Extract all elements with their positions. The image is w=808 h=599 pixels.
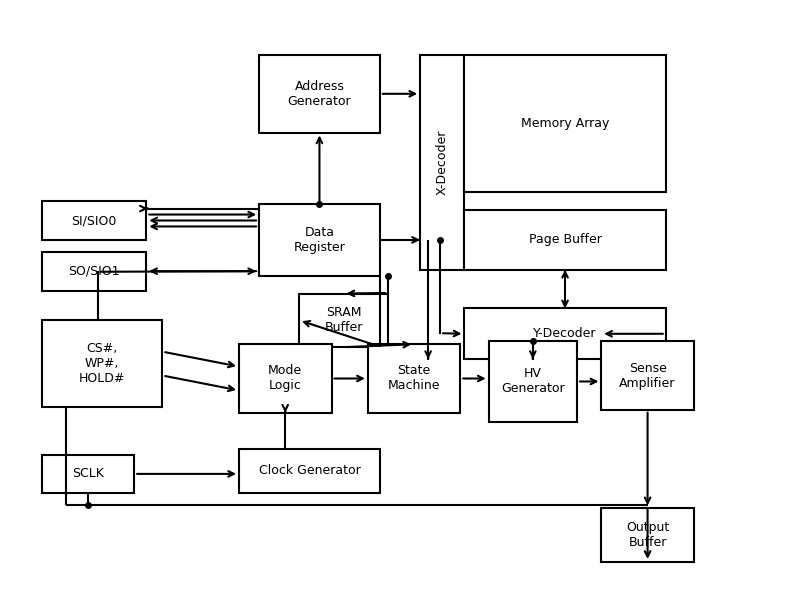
Bar bbox=[489, 341, 577, 422]
Bar bbox=[465, 55, 666, 192]
Text: HV
Generator: HV Generator bbox=[501, 367, 565, 395]
Text: Address
Generator: Address Generator bbox=[288, 80, 351, 108]
Text: CS#,
WP#,
HOLD#: CS#, WP#, HOLD# bbox=[79, 342, 125, 385]
Bar bbox=[239, 344, 331, 413]
Bar bbox=[259, 204, 380, 276]
Bar bbox=[601, 508, 694, 562]
Text: Y-Decoder: Y-Decoder bbox=[533, 327, 597, 340]
Bar bbox=[42, 252, 146, 291]
Bar bbox=[239, 449, 380, 493]
Bar bbox=[465, 308, 666, 359]
Text: State
Machine: State Machine bbox=[388, 365, 440, 392]
Text: SCLK: SCLK bbox=[72, 467, 104, 480]
Bar bbox=[465, 210, 666, 270]
Text: SRAM
Buffer: SRAM Buffer bbox=[325, 306, 363, 334]
Bar bbox=[42, 320, 162, 407]
Text: Sense
Amplifier: Sense Amplifier bbox=[620, 362, 675, 389]
Text: Mode
Logic: Mode Logic bbox=[268, 365, 302, 392]
Text: SI/SIO0: SI/SIO0 bbox=[71, 214, 116, 227]
Text: SO/SIO1: SO/SIO1 bbox=[68, 265, 120, 278]
Text: Page Buffer: Page Buffer bbox=[528, 234, 601, 246]
Bar bbox=[299, 294, 388, 347]
Bar bbox=[259, 55, 380, 132]
Bar bbox=[601, 341, 694, 410]
Bar bbox=[420, 55, 465, 270]
Text: Data
Register: Data Register bbox=[293, 226, 345, 254]
Text: Output
Buffer: Output Buffer bbox=[626, 521, 669, 549]
Bar bbox=[42, 455, 134, 493]
Bar bbox=[42, 201, 146, 240]
Text: Clock Generator: Clock Generator bbox=[259, 464, 360, 477]
Text: Memory Array: Memory Array bbox=[521, 117, 609, 130]
Bar bbox=[368, 344, 461, 413]
Text: X-Decoder: X-Decoder bbox=[436, 129, 448, 195]
